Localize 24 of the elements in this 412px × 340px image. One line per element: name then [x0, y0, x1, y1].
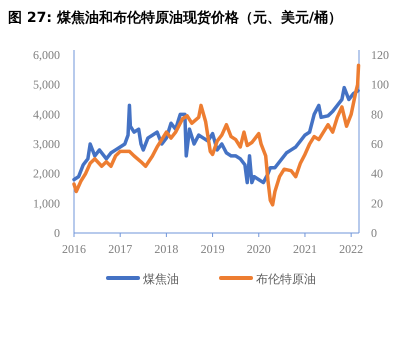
- x-tick-label: 2019: [200, 242, 225, 256]
- y-tick-label: 2,000: [33, 166, 60, 181]
- y-tick-label: 1,000: [33, 196, 60, 210]
- y-tick-label: 0: [54, 226, 60, 240]
- chart-title: 图 27: 煤焦油和布伦特原油现货价格（元、美元/桶）: [8, 9, 342, 26]
- x-tick-label: 2017: [108, 242, 132, 256]
- x-tick-label: 2021: [292, 242, 317, 256]
- y2-tick-label: 100: [371, 78, 389, 92]
- legend-label: 煤焦油: [143, 272, 179, 286]
- x-tick-label: 2022: [339, 242, 364, 256]
- y2-tick-label: 60: [371, 137, 383, 151]
- x-tick-label: 2016: [62, 242, 86, 256]
- y2-tick-label: 20: [371, 196, 383, 210]
- y2-tick-label: 80: [371, 107, 383, 122]
- y-tick-label: 6,000: [33, 48, 60, 62]
- x-tick-label: 2020: [246, 242, 271, 256]
- x-tick-label: 2018: [154, 242, 178, 256]
- y-tick-label: 3,000: [33, 137, 60, 151]
- legend-label: 布伦特原油: [256, 272, 316, 286]
- y-tick-label: 4,000: [33, 107, 60, 122]
- y2-tick-label: 40: [371, 166, 383, 181]
- y2-tick-label: 120: [371, 48, 389, 62]
- y2-tick-label: 0: [371, 226, 377, 240]
- y-tick-label: 5,000: [33, 78, 60, 92]
